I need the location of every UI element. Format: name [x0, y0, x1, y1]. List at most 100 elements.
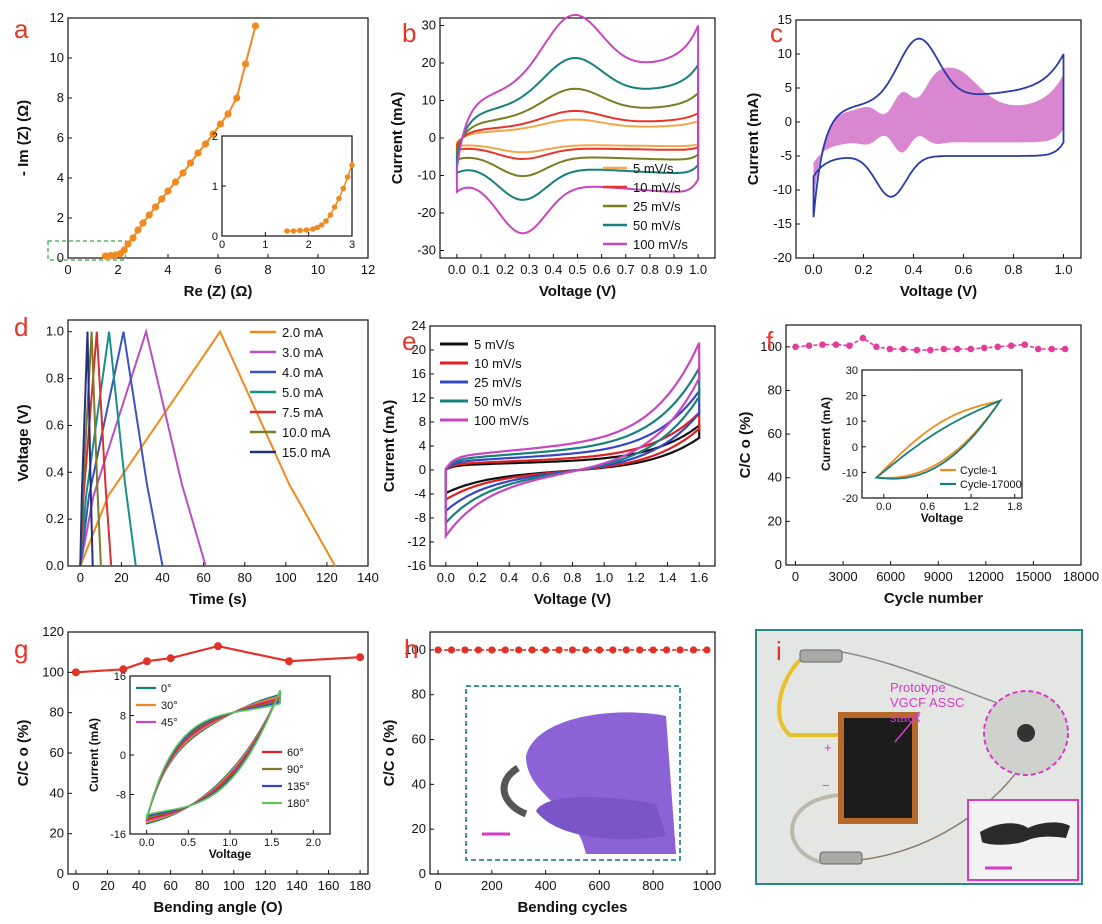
- x-tick-label: 1.0: [595, 570, 613, 585]
- x-tick-label: 10: [311, 262, 325, 277]
- x-tick-label: 0.4: [904, 262, 922, 277]
- x-axis-label: Time (s): [189, 591, 246, 608]
- data-point: [832, 341, 840, 348]
- y-tick-label: 2: [57, 210, 64, 225]
- data-point: [900, 345, 907, 353]
- thin-wire: [859, 759, 1026, 861]
- alligator-clip-top: [799, 649, 843, 663]
- x-tick-label: 18000: [1063, 569, 1099, 584]
- x-tick-label: 100: [223, 878, 245, 893]
- x-tick-label: 60: [196, 570, 210, 585]
- x-tick-label: 0.9: [665, 262, 683, 277]
- y-tick-label: 1.0: [46, 324, 64, 339]
- legend-label: 60°: [287, 747, 304, 759]
- x-tick-label: 0.8: [641, 262, 659, 277]
- legend-label: 25 mV/s: [633, 199, 681, 214]
- y-tick-label: 60: [412, 732, 426, 747]
- cv-curve: [444, 423, 701, 495]
- legend-label: Cycle-17000: [960, 479, 1022, 491]
- y-tick-label: 0: [57, 866, 64, 881]
- data-point: [819, 341, 826, 348]
- y-tick-label: 0: [852, 442, 858, 454]
- x-tick-label: 80: [195, 878, 209, 893]
- x-tick-label: 0.0: [437, 570, 455, 585]
- data-point: [201, 140, 210, 148]
- positive-terminal-label: +: [824, 740, 832, 755]
- fan-hub: [1017, 724, 1035, 742]
- y-axis-label: Current (mA): [381, 400, 398, 493]
- x-tick-label: 9000: [924, 569, 953, 584]
- y-tick-label: -16: [407, 558, 426, 573]
- data-point: [609, 646, 617, 654]
- x-axis-label: Voltage (V): [534, 591, 611, 608]
- axes-frame: [67, 17, 369, 259]
- axes-f-inset: 0.0 0.6 1.2 1.8 -20 -10 0 10 20 30 Voltage Current …: [819, 365, 1023, 525]
- inset-point: [323, 218, 329, 224]
- y-tick-label: 20: [412, 342, 426, 357]
- y-tick-label: -10: [773, 182, 792, 197]
- x-tick-label: 0: [72, 878, 79, 893]
- device-annotation-line: VGCF ASSC: [890, 695, 964, 710]
- data-point: [994, 343, 1002, 351]
- y-tick-label: 40: [50, 785, 64, 800]
- legend-label: 0°: [161, 683, 172, 695]
- y-tick-label: -30: [417, 243, 436, 258]
- panel-label-f: f: [766, 326, 774, 356]
- data-point: [179, 169, 187, 177]
- data-point: [216, 120, 225, 128]
- x-tick-label: 0.5: [568, 262, 586, 277]
- x-tick-label: 0.0: [448, 262, 466, 277]
- y-tick-label: 100: [42, 664, 64, 679]
- y-tick-label: 80: [768, 382, 782, 397]
- data-point: [1034, 345, 1042, 353]
- x-tick-label: 140: [357, 570, 379, 585]
- data-point: [622, 646, 630, 654]
- x-tick-label: 1: [262, 239, 268, 251]
- legend-label: 45°: [161, 717, 178, 729]
- cv-curve: [455, 13, 700, 235]
- panel-label-g: g: [14, 634, 28, 664]
- data-point: [805, 342, 813, 350]
- legend-label: 3.0 mA: [282, 345, 324, 360]
- inset-point: [314, 224, 321, 231]
- data-point: [488, 646, 496, 654]
- data-point: [134, 226, 142, 234]
- data-point: [166, 654, 175, 663]
- x-tick-label: 2: [114, 262, 121, 277]
- data-point: [689, 646, 698, 654]
- x-tick-label: 0.2: [854, 262, 872, 277]
- y-tick-label: -4: [414, 486, 426, 501]
- x-tick-label: 1.0: [1054, 262, 1072, 277]
- x-tick-label: 0.2: [468, 570, 486, 585]
- y-axis-label: Current (mA): [819, 397, 833, 471]
- y-tick-label: 0: [419, 866, 426, 881]
- alligator-clip-bottom: [819, 851, 863, 865]
- inset-point: [297, 227, 303, 234]
- legend-label: 4.0 mA: [282, 365, 324, 380]
- x-tick-label: 6000: [876, 569, 905, 584]
- x-tick-label: 20: [114, 570, 128, 585]
- y-tick-label: 100: [760, 339, 782, 354]
- cv-curve: [444, 364, 701, 526]
- x-axis-label: Bending cycles: [517, 899, 627, 916]
- data-point: [186, 159, 195, 167]
- y-tick-label: 0.4: [46, 464, 64, 479]
- x-tick-label: 0.8: [563, 570, 581, 585]
- y-tick-label: -20: [417, 205, 436, 220]
- inset-point: [344, 174, 351, 180]
- y-tick-label: -5: [780, 148, 792, 163]
- y-tick-label: 0: [775, 557, 782, 572]
- data-point: [792, 343, 799, 351]
- x-tick-label: 0: [77, 570, 84, 585]
- inset-point: [290, 228, 297, 234]
- y-tick-label: 1: [212, 181, 218, 193]
- y-tick-label: -20: [842, 493, 858, 505]
- x-tick-label: 120: [316, 570, 338, 585]
- x-tick-label: 1.8: [1007, 501, 1022, 513]
- axes-a-inset: 0 1 2 3 0 1 2: [212, 131, 355, 251]
- x-axis-label: Cycle number: [884, 590, 983, 607]
- data-point: [595, 646, 603, 654]
- x-tick-label: 0.0: [876, 501, 891, 513]
- y-tick-label: -20: [773, 250, 792, 265]
- y-axis-label: Voltage (V): [15, 404, 32, 481]
